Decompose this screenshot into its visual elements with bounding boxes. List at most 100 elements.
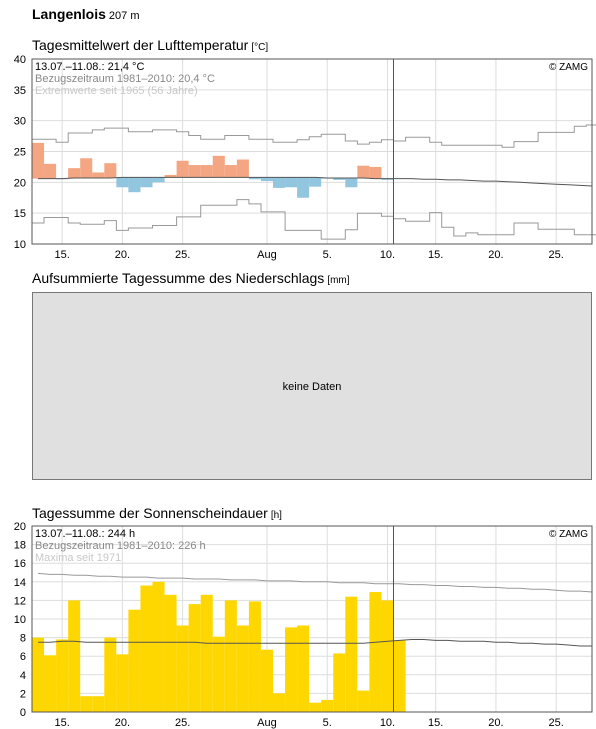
sunshine-bar: [188, 604, 201, 712]
temperature-y-tick: 30: [14, 116, 26, 128]
temperature-anomaly-bar: [164, 174, 177, 178]
temperature-anomaly-bar: [212, 155, 225, 178]
sunshine-bar: [273, 693, 286, 712]
temperature-max-extreme-line: [32, 124, 596, 148]
temperature-anomaly-bar: [333, 178, 346, 180]
temperature-anomaly-bar: [128, 177, 141, 193]
temperature-x-tick: 15.: [428, 249, 443, 261]
sunshine-x-tick: 5.: [323, 717, 332, 729]
station-elevation: 207 m: [108, 10, 140, 22]
sunshine-y-tick: 8: [20, 633, 26, 645]
temperature-x-tick: 25.: [175, 249, 190, 261]
sunshine-x-tick: 20.: [488, 717, 503, 729]
sunshine-bar: [44, 655, 57, 712]
temperature-anomaly-bar: [68, 168, 81, 179]
temperature-y-tick: 10: [14, 239, 26, 251]
sunshine-frame: [31, 525, 593, 713]
station-header: Langenlois 207 m: [32, 6, 139, 22]
temperature-anomaly-bar: [285, 177, 298, 188]
sunshine-bar: [393, 640, 406, 712]
sunshine-bar: [116, 654, 129, 712]
precipitation-chart-area: keine Daten: [32, 292, 592, 480]
temperature-anomaly-bar: [92, 172, 105, 179]
sunshine-y-tick: 2: [20, 688, 26, 700]
temperature-anomaly-bar: [369, 166, 382, 179]
temperature-anomaly-bar: [116, 177, 129, 188]
temperature-anomaly-bar: [176, 160, 189, 178]
sunshine-legend-reference: Bezugszeitraum 1981–2010: 226 h: [35, 540, 206, 552]
temperature-x-tick: Aug: [257, 249, 277, 261]
sunshine-y-tick: 16: [14, 558, 26, 570]
temperature-unit: [°C]: [251, 42, 269, 53]
sunshine-bar: [212, 636, 225, 712]
sunshine-title-text: Tagessumme der Sonnenscheindauer: [32, 505, 268, 521]
temperature-anomaly-bar: [188, 165, 201, 178]
sunshine-bar: [285, 627, 298, 712]
precipitation-title-text: Aufsummierte Tagessumme des Niederschlag…: [32, 270, 325, 286]
sunshine-bar: [297, 625, 310, 712]
sunshine-bar: [236, 625, 249, 712]
temperature-anomaly-bar: [248, 177, 261, 180]
sunshine-x-tick: 20.: [115, 717, 130, 729]
temperature-y-tick: 20: [14, 177, 26, 189]
temperature-title-text: Tagesmittelwert der Lufttemperatur: [32, 37, 249, 53]
sunshine-bar: [56, 639, 69, 712]
temperature-y-tick: 35: [14, 85, 26, 97]
no-data-message: keine Daten: [282, 381, 342, 393]
temperature-anomaly-bar: [309, 177, 322, 187]
sunshine-bar: [248, 601, 261, 712]
sunshine-bar: [32, 637, 45, 712]
temperature-legend-period: 13.07.–11.08.: 21,4 °C: [35, 61, 144, 73]
temperature-min-extreme-line: [32, 199, 596, 240]
sunshine-x-tick: 25.: [549, 717, 564, 729]
temperature-anomaly-bar: [224, 165, 237, 178]
sunshine-y-tick: 6: [20, 651, 26, 663]
sunshine-y-tick: 20: [14, 521, 26, 533]
sunshine-x-tick: Aug: [257, 717, 277, 729]
temperature-chart: 10 15 20 25 30 35 40 15. 20. 25. Aug 5. 10. 15. 20. 25.…: [14, 54, 596, 261]
temperature-y-tick: 15: [14, 208, 26, 220]
sunshine-bar: [80, 696, 93, 712]
sunshine-bar: [200, 594, 213, 712]
temperature-anomaly-bar: [104, 163, 117, 179]
temperature-anomaly-bar: [140, 177, 153, 188]
temperature-anomaly-bar: [345, 178, 358, 188]
sunshine-y-tick: 18: [14, 540, 26, 552]
temperature-anomaly-bar: [357, 165, 370, 179]
temperature-frame: [31, 58, 593, 245]
sunshine-bar: [357, 690, 370, 712]
temperature-legend-extremes: Extremwerte seit 1965 (56 Jahre): [35, 85, 198, 97]
sunshine-y-tick: 12: [14, 595, 26, 607]
sunshine-bar: [345, 596, 358, 712]
sunshine-bar: [321, 699, 334, 712]
temperature-x-tick: 5.: [323, 249, 332, 261]
temperature-credit: © ZAMG: [549, 62, 588, 73]
temperature-x-tick: 20.: [488, 249, 503, 261]
sunshine-y-tick: 14: [14, 577, 26, 589]
sunshine-bar: [309, 702, 322, 712]
temperature-anomaly-bar: [200, 165, 213, 178]
temperature-x-tick: 20.: [115, 249, 130, 261]
sunshine-x-tick: 15.: [428, 717, 443, 729]
sunshine-x-tick: 10.: [380, 717, 395, 729]
sunshine-unit: [h]: [270, 510, 282, 521]
temperature-chart-title: Tagesmittelwert der Lufttemperatur [°C]: [32, 37, 268, 53]
sunshine-normal-line: [38, 639, 593, 647]
precipitation-chart-title: Aufsummierte Tagessumme des Niederschlag…: [32, 270, 350, 286]
station-name: Langenlois: [32, 6, 106, 22]
sunshine-credit: © ZAMG: [549, 529, 588, 540]
temperature-y-tick: 25: [14, 147, 26, 159]
sunshine-bar: [164, 594, 177, 712]
sunshine-legend-extremes: Maxima seit 1971: [35, 552, 121, 564]
precipitation-unit: [mm]: [327, 275, 350, 286]
sunshine-bar: [104, 637, 117, 712]
sunshine-bar: [176, 625, 189, 712]
sunshine-bar: [333, 653, 346, 712]
temperature-anomaly-bar: [80, 158, 93, 179]
sunshine-maxima-line: [37, 572, 593, 593]
temperature-anomaly-bar: [297, 177, 310, 198]
temperature-anomaly-bar: [32, 142, 45, 179]
temperature-x-tick: 25.: [549, 249, 564, 261]
temperature-x-tick: 15.: [54, 249, 69, 261]
